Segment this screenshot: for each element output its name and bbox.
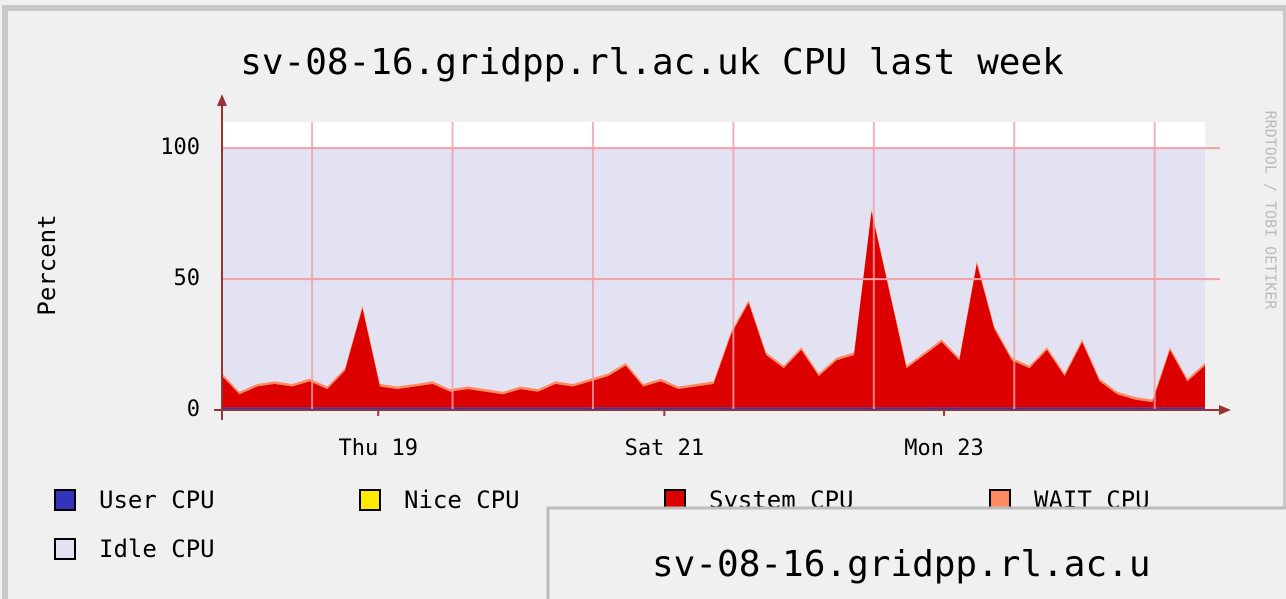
y-axis-label: Percent xyxy=(33,214,61,315)
legend-swatch xyxy=(359,489,381,511)
legend-label: Nice CPU xyxy=(404,486,520,514)
legend-label: Idle CPU xyxy=(99,535,215,563)
area-4 xyxy=(222,148,1205,400)
side-label: RRDTOOL / TOBI OETIKER xyxy=(1262,111,1280,311)
y-tick-label: 100 xyxy=(160,135,200,160)
y-axis-arrow xyxy=(217,94,227,106)
y-tick-label: 50 xyxy=(174,266,201,291)
overlay-window-title: sv-08-16.gridpp.rl.ac.u xyxy=(652,544,1151,585)
plot: 0 50 100 Thu 19 Sat 21 Mon 23 xyxy=(160,94,1231,461)
x-tick-label: Thu 19 xyxy=(338,436,417,461)
x-tick-label: Mon 23 xyxy=(904,436,983,461)
legend-swatch xyxy=(54,489,76,511)
overlay-window: sv-08-16.gridpp.rl.ac.u xyxy=(546,506,1286,599)
x-tick-label: Sat 21 xyxy=(625,436,704,461)
chart-title: sv-08-16.gridpp.rl.ac.uk CPU last week xyxy=(240,42,1064,83)
window-border xyxy=(2,5,1286,599)
x-axis-arrow xyxy=(1219,405,1231,415)
y-tick-label: 0 xyxy=(187,397,200,422)
overlay-window-frame xyxy=(546,506,1286,599)
legend-label: User CPU xyxy=(99,486,215,514)
legend-swatch xyxy=(54,538,76,560)
area-2 xyxy=(222,211,1205,408)
